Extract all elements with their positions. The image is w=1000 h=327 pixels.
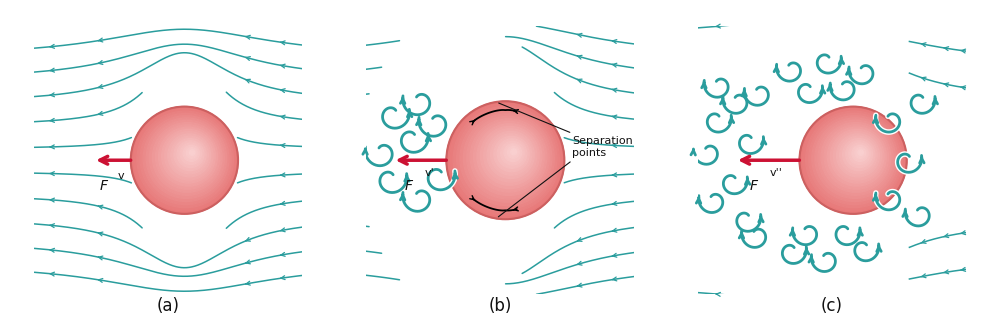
- Circle shape: [487, 131, 534, 179]
- Circle shape: [809, 113, 900, 205]
- Circle shape: [152, 123, 222, 192]
- Circle shape: [146, 118, 227, 198]
- Text: v'': v'': [770, 168, 783, 178]
- Circle shape: [137, 111, 233, 208]
- Circle shape: [467, 116, 549, 199]
- Circle shape: [159, 127, 218, 186]
- Circle shape: [501, 141, 524, 165]
- Circle shape: [840, 136, 877, 174]
- Text: v': v': [425, 168, 435, 178]
- Text: $F$: $F$: [749, 179, 759, 193]
- Circle shape: [494, 136, 529, 172]
- Circle shape: [446, 101, 564, 219]
- Text: Separation
points: Separation points: [572, 136, 633, 158]
- Circle shape: [149, 120, 224, 195]
- Circle shape: [833, 132, 882, 180]
- Circle shape: [162, 129, 215, 183]
- Circle shape: [812, 116, 898, 201]
- Circle shape: [460, 111, 554, 206]
- Circle shape: [165, 132, 213, 180]
- Circle shape: [470, 119, 547, 196]
- Circle shape: [852, 145, 868, 162]
- Circle shape: [490, 134, 532, 175]
- Text: (c): (c): [821, 297, 843, 315]
- Circle shape: [134, 109, 236, 211]
- Circle shape: [168, 134, 211, 177]
- Circle shape: [155, 125, 220, 189]
- Circle shape: [457, 109, 557, 209]
- Circle shape: [827, 127, 886, 186]
- Circle shape: [174, 139, 206, 171]
- Circle shape: [171, 136, 208, 174]
- Circle shape: [131, 107, 238, 214]
- Circle shape: [846, 141, 873, 168]
- Circle shape: [189, 150, 195, 155]
- Text: $F$: $F$: [404, 179, 414, 193]
- Circle shape: [183, 145, 199, 162]
- Circle shape: [140, 113, 231, 205]
- Text: (a): (a): [157, 297, 180, 315]
- Circle shape: [855, 147, 866, 158]
- Circle shape: [818, 120, 893, 195]
- Circle shape: [450, 104, 562, 216]
- Circle shape: [836, 134, 879, 177]
- Circle shape: [186, 147, 197, 158]
- Circle shape: [824, 125, 889, 189]
- Circle shape: [497, 139, 527, 168]
- Circle shape: [858, 150, 863, 155]
- Circle shape: [504, 144, 522, 162]
- Circle shape: [803, 109, 904, 211]
- Circle shape: [843, 139, 875, 171]
- Circle shape: [453, 106, 559, 213]
- Circle shape: [474, 121, 544, 192]
- Circle shape: [484, 129, 537, 182]
- Circle shape: [830, 129, 884, 183]
- Circle shape: [849, 143, 870, 164]
- Circle shape: [821, 123, 891, 192]
- Circle shape: [143, 116, 229, 201]
- Text: $F$: $F$: [99, 179, 109, 193]
- Circle shape: [477, 124, 542, 189]
- Text: (b): (b): [488, 297, 512, 315]
- Circle shape: [799, 107, 907, 214]
- Circle shape: [511, 149, 517, 155]
- Circle shape: [463, 114, 552, 202]
- Circle shape: [815, 118, 895, 198]
- Circle shape: [480, 126, 539, 185]
- Circle shape: [507, 146, 519, 158]
- Text: v: v: [117, 171, 124, 181]
- Circle shape: [180, 143, 202, 164]
- Circle shape: [806, 111, 902, 208]
- Circle shape: [177, 141, 204, 168]
